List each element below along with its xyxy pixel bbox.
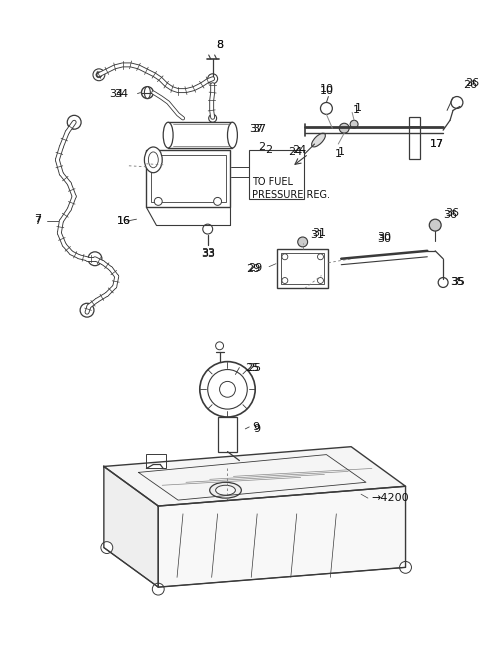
- Circle shape: [67, 115, 81, 129]
- Circle shape: [152, 583, 164, 595]
- Text: 1: 1: [355, 103, 361, 113]
- Polygon shape: [104, 447, 406, 506]
- Circle shape: [350, 121, 358, 128]
- Circle shape: [317, 253, 324, 260]
- Circle shape: [438, 278, 448, 288]
- Circle shape: [154, 197, 162, 206]
- Text: 17: 17: [430, 139, 444, 149]
- Circle shape: [339, 123, 349, 133]
- Circle shape: [203, 224, 213, 234]
- Text: 8: 8: [216, 40, 223, 50]
- Circle shape: [200, 362, 255, 417]
- Text: 34: 34: [109, 88, 124, 98]
- Text: 36: 36: [445, 208, 459, 218]
- Text: 10: 10: [319, 84, 334, 94]
- Circle shape: [88, 252, 102, 266]
- Text: 25: 25: [247, 363, 262, 373]
- Circle shape: [282, 253, 288, 260]
- Circle shape: [96, 72, 102, 78]
- Text: 31: 31: [312, 228, 326, 238]
- Text: 34: 34: [114, 88, 129, 98]
- Text: 33: 33: [201, 248, 215, 258]
- Text: 26: 26: [463, 80, 477, 90]
- Text: 30: 30: [377, 234, 391, 244]
- Ellipse shape: [228, 122, 238, 148]
- Text: 37: 37: [249, 124, 264, 134]
- Ellipse shape: [144, 86, 150, 98]
- Text: 9: 9: [253, 424, 260, 434]
- Ellipse shape: [144, 147, 162, 173]
- Text: 26: 26: [465, 78, 479, 88]
- Bar: [235, 457, 253, 468]
- Text: 29: 29: [248, 263, 262, 272]
- Text: 10: 10: [319, 86, 334, 96]
- Text: 2: 2: [265, 145, 272, 155]
- Ellipse shape: [312, 133, 325, 147]
- Circle shape: [282, 278, 288, 284]
- Text: →4200: →4200: [371, 493, 408, 503]
- Text: 1: 1: [338, 147, 345, 157]
- Text: TO FUEL
PRESSURE REG.: TO FUEL PRESSURE REG.: [252, 177, 330, 200]
- Text: 25: 25: [245, 363, 259, 373]
- Bar: [281, 253, 324, 284]
- Circle shape: [214, 197, 222, 206]
- Circle shape: [298, 237, 308, 247]
- Text: 2: 2: [259, 142, 265, 152]
- Circle shape: [142, 86, 153, 98]
- Bar: [217, 417, 238, 452]
- Circle shape: [101, 542, 113, 553]
- Circle shape: [321, 102, 332, 115]
- Text: 35: 35: [451, 278, 465, 288]
- Polygon shape: [158, 486, 406, 587]
- Text: 7: 7: [34, 214, 41, 224]
- Text: 24: 24: [292, 145, 307, 155]
- Bar: [146, 150, 230, 208]
- Ellipse shape: [148, 152, 158, 168]
- Bar: [408, 117, 420, 159]
- Text: 17: 17: [430, 139, 444, 149]
- Circle shape: [208, 369, 247, 409]
- Text: 16: 16: [117, 216, 131, 226]
- Text: 7: 7: [34, 216, 41, 226]
- Circle shape: [317, 278, 324, 284]
- Circle shape: [400, 561, 411, 573]
- Circle shape: [93, 69, 105, 81]
- Circle shape: [219, 381, 235, 397]
- Polygon shape: [104, 466, 158, 587]
- Text: 24: 24: [288, 147, 303, 157]
- Ellipse shape: [163, 122, 173, 148]
- Circle shape: [216, 342, 224, 350]
- Text: 16: 16: [117, 216, 131, 226]
- Ellipse shape: [216, 485, 235, 495]
- Text: 31: 31: [311, 230, 324, 240]
- Text: 1: 1: [335, 149, 342, 159]
- Circle shape: [451, 96, 463, 109]
- Bar: [151, 155, 226, 202]
- Circle shape: [208, 74, 217, 84]
- Bar: [277, 249, 328, 288]
- Bar: [146, 454, 166, 468]
- Text: 1: 1: [353, 105, 360, 115]
- Text: 8: 8: [216, 40, 223, 50]
- Text: 9: 9: [252, 422, 259, 432]
- Text: 29: 29: [246, 264, 260, 274]
- Ellipse shape: [210, 482, 241, 498]
- Text: 33: 33: [201, 249, 215, 259]
- Text: 35: 35: [450, 278, 464, 288]
- Text: 30: 30: [377, 232, 391, 242]
- Circle shape: [80, 303, 94, 317]
- Circle shape: [209, 115, 216, 122]
- Text: 37: 37: [252, 124, 266, 134]
- Circle shape: [429, 219, 441, 231]
- Bar: [249, 150, 304, 199]
- Bar: [168, 122, 232, 148]
- Text: 36: 36: [443, 210, 457, 220]
